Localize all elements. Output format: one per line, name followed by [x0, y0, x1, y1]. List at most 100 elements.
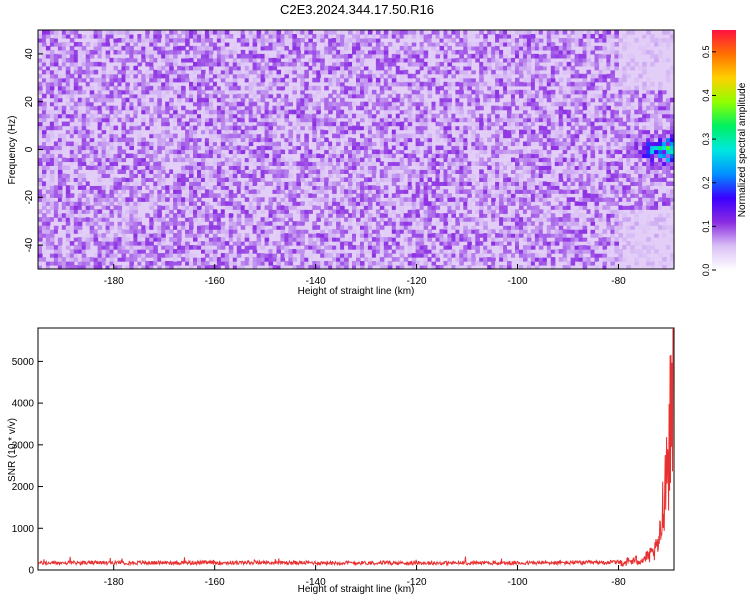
- heatmap-cell: [220, 109, 226, 115]
- heatmap-cell: [236, 253, 242, 258]
- heatmap-cell: [443, 197, 449, 202]
- heatmap-cell: [73, 113, 79, 119]
- heatmap-cell: [280, 34, 286, 39]
- heatmap-cell: [467, 257, 472, 262]
- heatmap-cell: [304, 153, 309, 159]
- heatmap-cell: [363, 185, 369, 190]
- heatmap-cell: [348, 165, 353, 170]
- heatmap-cell: [101, 249, 107, 254]
- heatmap-cell: [379, 61, 385, 67]
- heatmap-cell: [97, 165, 103, 170]
- heatmap-cell: [65, 81, 71, 87]
- heatmap-cell: [395, 53, 401, 59]
- heatmap-cell: [443, 173, 449, 178]
- heatmap-cell: [280, 213, 286, 218]
- heatmap-cell: [463, 57, 468, 63]
- heatmap-cell: [407, 57, 413, 63]
- heatmap-cell: [125, 153, 130, 159]
- heatmap-cell: [161, 93, 166, 99]
- heatmap-cell: [212, 169, 218, 174]
- heatmap-cell: [177, 73, 182, 79]
- heatmap-cell: [423, 30, 429, 35]
- heatmap-cell: [264, 233, 270, 238]
- heatmap-cell: [439, 197, 445, 202]
- heatmap-cell: [129, 137, 134, 143]
- heatmap-cell: [252, 117, 258, 123]
- heatmap-cell: [256, 77, 262, 83]
- heatmap-cell: [292, 125, 297, 131]
- heatmap-cell: [367, 165, 373, 170]
- heatmap-cell: [73, 65, 79, 71]
- heatmap-cell: [141, 153, 146, 159]
- heatmap-cell: [189, 233, 194, 238]
- heatmap-cell: [419, 165, 425, 170]
- heatmap-cell: [220, 161, 226, 166]
- heatmap-cell: [81, 73, 87, 79]
- heatmap-cell: [193, 209, 198, 214]
- heatmap-cell: [181, 185, 186, 190]
- heatmap-cell: [419, 129, 425, 135]
- heatmap-cell: [268, 125, 274, 131]
- heatmap-cell: [356, 181, 361, 186]
- heatmap-cell: [352, 233, 357, 238]
- heatmap-cell: [244, 141, 250, 147]
- heatmap-cell: [57, 189, 63, 194]
- heatmap-cell: [141, 38, 146, 43]
- heatmap-cell: [332, 133, 337, 139]
- heatmap-cell: [181, 169, 186, 174]
- heatmap-cell: [129, 97, 134, 103]
- heatmap-cell: [244, 265, 250, 270]
- heatmap-cell: [85, 261, 91, 266]
- heatmap-cell: [181, 141, 186, 147]
- heatmap-cell: [232, 169, 238, 174]
- heatmap-cell: [439, 253, 445, 258]
- heatmap-cell: [415, 245, 421, 250]
- heatmap-cell: [391, 217, 397, 222]
- heatmap-cell: [304, 265, 309, 270]
- heatmap-cell: [383, 69, 389, 75]
- heatmap-cell: [268, 38, 274, 43]
- heatmap-cell: [407, 53, 413, 59]
- heatmap-cell: [220, 73, 226, 79]
- heatmap-cell: [42, 42, 47, 47]
- heatmap-cell: [344, 161, 349, 166]
- heatmap-cell: [336, 121, 341, 127]
- heatmap-cell: [77, 69, 83, 75]
- heatmap-cell: [65, 253, 71, 258]
- heatmap-cell: [181, 133, 186, 139]
- heatmap-cell: [153, 265, 158, 270]
- heatmap-cell: [165, 185, 170, 190]
- heatmap-cell: [352, 189, 357, 194]
- heatmap-cell: [356, 177, 361, 182]
- heatmap-cell: [57, 38, 63, 43]
- heatmap-cell: [141, 65, 146, 71]
- heatmap-cell: [284, 249, 289, 254]
- heatmap-cell: [77, 137, 83, 143]
- heatmap-cell: [252, 125, 258, 131]
- heatmap-cell: [367, 45, 373, 51]
- heatmap-cell: [49, 253, 55, 258]
- heatmap-cell: [165, 141, 170, 147]
- heatmap-cell: [165, 53, 170, 59]
- heatmap-cell: [336, 53, 341, 59]
- heatmap-cell: [439, 45, 445, 51]
- heatmap-cell: [459, 125, 464, 131]
- heatmap-cell: [69, 257, 75, 262]
- heatmap-cell: [153, 165, 158, 170]
- heatmap-cell: [61, 137, 67, 143]
- heatmap-cell: [177, 241, 182, 246]
- heatmap-cell: [69, 229, 75, 234]
- heatmap-cell: [391, 177, 397, 182]
- heatmap-cell: [419, 197, 425, 202]
- heatmap-cell: [161, 30, 166, 35]
- heatmap-cell: [360, 213, 365, 218]
- heatmap-cell: [85, 241, 91, 246]
- heatmap-cell: [220, 201, 226, 206]
- heatmap-cell: [399, 197, 405, 202]
- heatmap-cell: [407, 221, 413, 226]
- heatmap-cell: [451, 157, 456, 163]
- heatmap-cell: [57, 149, 63, 155]
- heatmap-cell: [443, 149, 449, 155]
- heatmap-cell: [85, 49, 91, 55]
- heatmap-cell: [185, 165, 190, 170]
